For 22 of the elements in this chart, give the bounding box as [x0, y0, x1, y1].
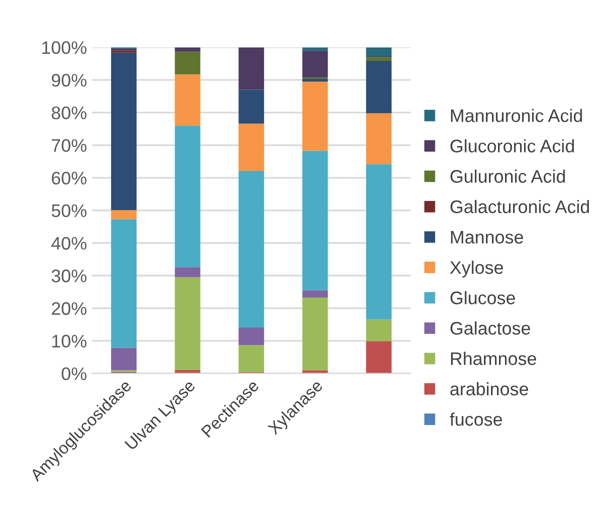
y-tick-label: 90% — [52, 74, 86, 87]
legend-label: fucose — [450, 412, 502, 426]
y-tick-label: 100% — [42, 41, 86, 54]
legend-label: Rhamnose — [451, 352, 536, 366]
legend-label: Galacturonic Acid — [450, 200, 589, 214]
legend-label: Glucoronic Acid — [450, 139, 574, 152]
legend-label: Guluronic Acid — [450, 170, 565, 183]
y-tick-label: 20% — [52, 302, 86, 315]
y-tick-label: 10% — [52, 334, 86, 348]
legend-label: Mannose — [451, 230, 524, 244]
y-tick-label: 30% — [52, 270, 86, 282]
y-tick-label: 50% — [52, 204, 86, 218]
legend-label: arabinose — [450, 382, 528, 396]
legend-label: Glucose — [450, 291, 516, 304]
legend-label: Mannuronic Acid — [451, 108, 582, 122]
y-tick-label: 60% — [52, 172, 86, 185]
y-tick-label: 80% — [52, 106, 86, 120]
legend-label: Galactose — [450, 321, 530, 335]
y-tick-label: 0% — [62, 367, 86, 380]
y-tick-label: 70% — [52, 139, 86, 152]
legend-label: Xylose — [450, 260, 503, 278]
y-tick-label: 40% — [51, 236, 86, 250]
